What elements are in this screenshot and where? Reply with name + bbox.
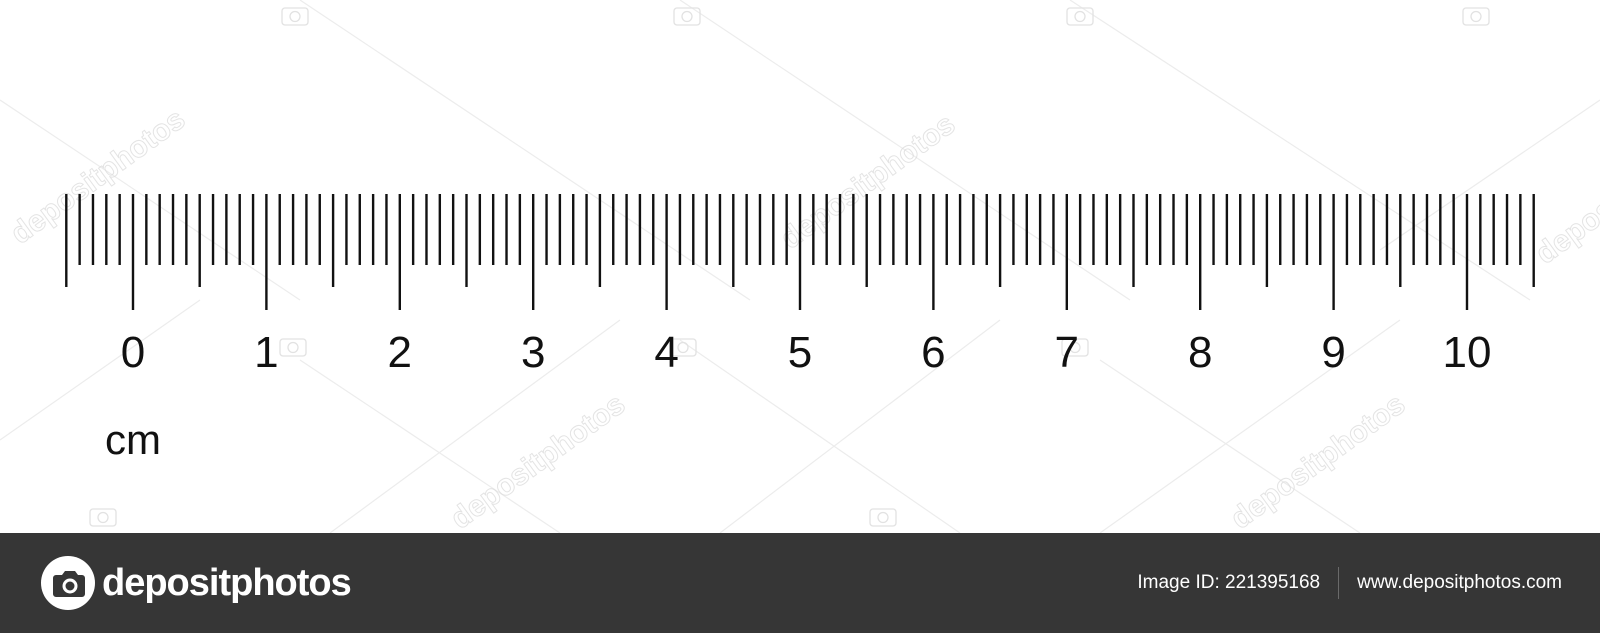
watermark-line: [299, 359, 561, 533]
camera-icon: [673, 7, 701, 26]
watermark-line: [1069, 0, 1531, 301]
ruler-number: 5: [788, 328, 812, 377]
ruler-canvas: depositphotos depositphotos depositphoto…: [0, 0, 1600, 533]
ruler-number: 6: [921, 328, 945, 377]
watermark-line: [679, 0, 1131, 301]
camera-icon: [669, 338, 697, 357]
ruler-number: 0: [121, 328, 145, 377]
watermark-line: [1099, 319, 1401, 533]
ruler-number: 8: [1188, 328, 1212, 377]
camera-icon: [41, 556, 95, 610]
camera-icon: [1462, 7, 1490, 26]
watermark-text: depositphotos: [1530, 122, 1600, 270]
ruler-number: 10: [1443, 328, 1492, 377]
ruler-number: 1: [254, 328, 278, 377]
camera-icon: [869, 508, 897, 527]
watermark-line: [299, 0, 751, 301]
brand-name: depositphotos: [102, 561, 352, 604]
watermark-line: [679, 339, 961, 533]
ruler-number: 2: [388, 328, 412, 377]
image-id-label: Image ID: 221395168: [1137, 572, 1321, 593]
camera-icon: [1066, 7, 1094, 26]
watermark-line: [1379, 99, 1600, 251]
ruler-ticks: [65, 194, 1535, 310]
camera-icon: [281, 7, 309, 26]
watermark-text: depositphotos: [445, 387, 632, 533]
footer-logo[interactable]: depositphotos: [40, 553, 352, 613]
watermark-line: [0, 299, 201, 441]
ruler-numbers: 0 1 2 3 4 5 6 7 8 9 10: [121, 328, 1492, 377]
watermark-line: [719, 319, 1001, 533]
camera-icon: [1061, 338, 1089, 357]
watermark-text: depositphotos: [1225, 387, 1412, 533]
ruler-number: 7: [1055, 328, 1079, 377]
ruler-number: 9: [1321, 328, 1345, 377]
camera-icon: [279, 338, 307, 357]
ruler-number: 3: [521, 328, 545, 377]
footer-meta: Image ID: 221395168 www.depositphotos.co…: [1137, 533, 1562, 633]
watermark-line: [0, 99, 301, 301]
watermark-line: [329, 319, 621, 533]
watermark-text: depositphotos: [5, 102, 192, 250]
footer-divider: [1338, 567, 1340, 599]
watermark-line: [1099, 359, 1361, 533]
footer-bar: depositphotos Image ID: 221395168 www.de…: [0, 533, 1600, 633]
ruler-number: 4: [654, 328, 678, 377]
ruler-image: depositphotos depositphotos depositphoto…: [0, 0, 1600, 533]
camera-icon: [89, 508, 117, 527]
unit-label: cm: [105, 416, 161, 463]
website-link[interactable]: www.depositphotos.com: [1357, 572, 1562, 593]
